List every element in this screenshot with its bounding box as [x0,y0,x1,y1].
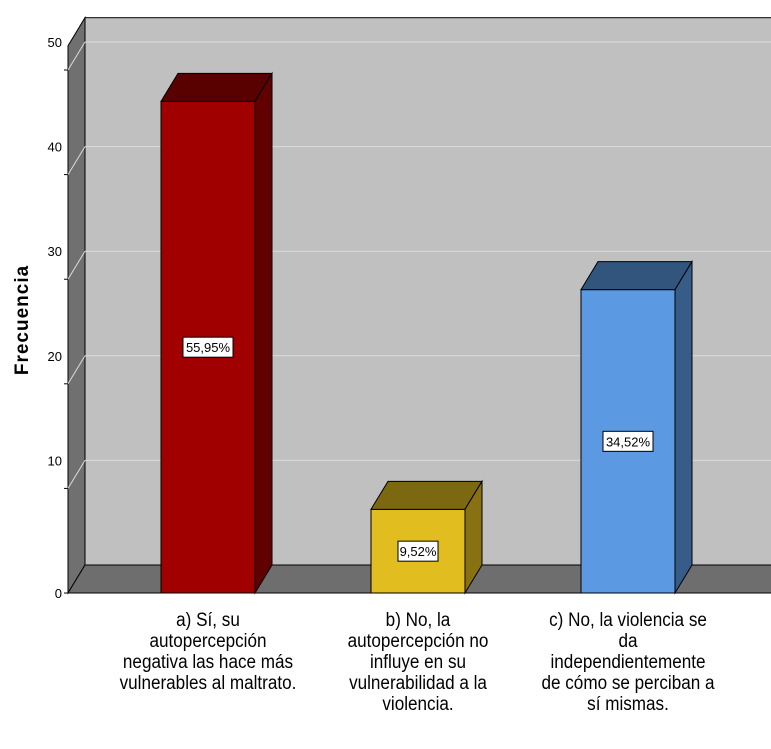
data-label-box [602,430,654,452]
gridline-side [67,355,86,385]
bar-top [160,72,273,102]
data-label: 9,52% [400,544,437,559]
y-tick-label: 20 [48,349,62,364]
y-tick-label: 50 [48,35,62,50]
bar-side [674,259,693,595]
data-label-box [397,540,439,562]
x-category-label: b) No, la autopercepción no influye en su v… [347,610,489,715]
x-category-label: a) Sí, su autopercepción negativa las hace… [119,610,297,694]
y-tick-label: 30 [48,244,62,259]
data-label-box [182,336,234,358]
data-label: 55,95% [186,340,231,355]
y-tick-label: 10 [48,453,62,468]
gridline-side [67,41,86,71]
y-tick-label: 0 [55,586,62,601]
bar-top [580,261,693,291]
y-tick-label: 40 [48,140,62,155]
x-category-label: c) No, la violencia se da independientemen… [541,610,715,715]
bar-side [464,479,483,595]
y-axis: 0 10 20 30 40 50 [48,35,68,601]
gridline-side [67,250,86,280]
gridline-side [67,146,86,175]
left-wall [67,15,86,595]
data-labels: 55,95% 9,52% 34,52% [182,336,654,562]
data-label: 34,52% [606,434,651,449]
gridline-side [67,460,86,489]
bar-side [254,71,273,595]
y-axis-label: Frecuencia [12,265,33,375]
bar-top [370,480,483,510]
